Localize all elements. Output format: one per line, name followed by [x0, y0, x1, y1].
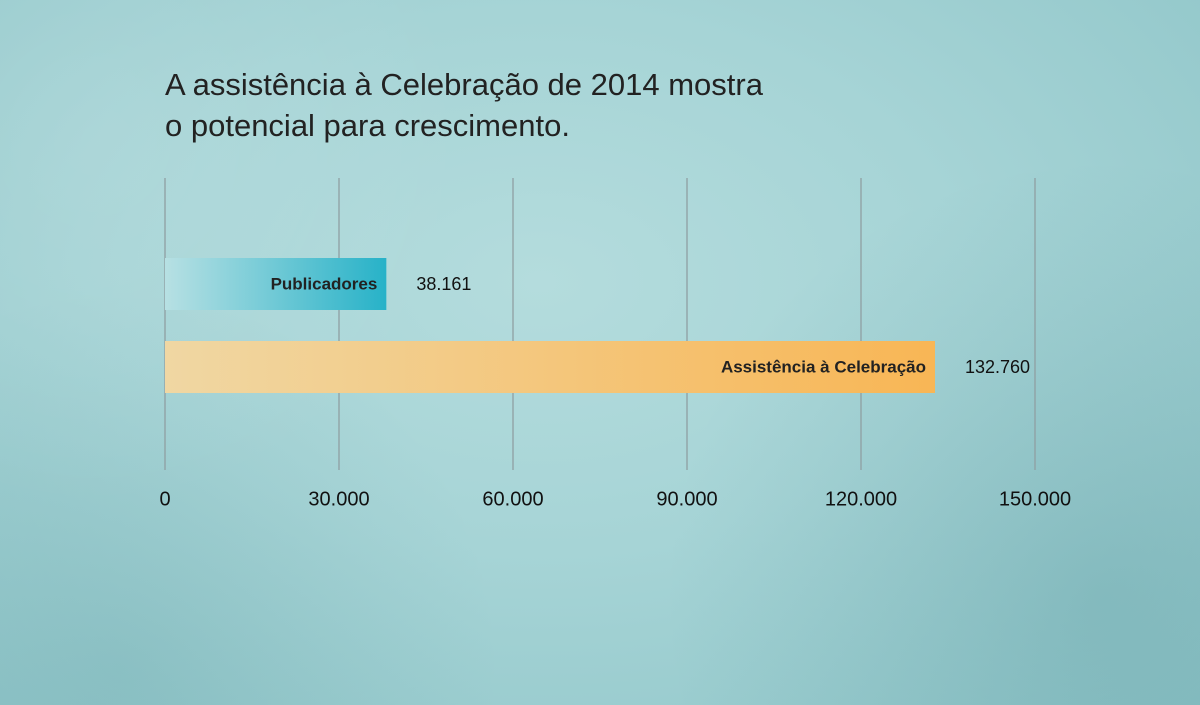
bar-value-label: 132.760	[965, 357, 1030, 377]
tick-labels: 0 30.000 60.000 90.000 120.000 150.000	[159, 488, 1071, 510]
x-tick-label: 120.000	[825, 488, 897, 510]
gridlines	[164, 178, 1036, 470]
x-tick-label: 90.000	[656, 488, 717, 510]
bar-publicadores	[165, 258, 387, 310]
x-tick-label: 150.000	[999, 488, 1071, 510]
title-line-2: o potencial para crescimento.	[165, 108, 570, 143]
chart-title: A assistência à Celebração de 2014 mostr…	[165, 64, 925, 146]
bar-category-label: Publicadores	[271, 274, 378, 293]
bar-category-label: Assistência à Celebração	[721, 357, 926, 376]
bar-value-label: 38.161	[416, 274, 471, 294]
x-tick-label: 30.000	[308, 488, 369, 510]
x-tick-label: 60.000	[482, 488, 543, 510]
title-line-1: A assistência à Celebração de 2014 mostr…	[165, 67, 763, 102]
bars: Publicadores 38.161 Assistência à Celebraç…	[165, 258, 1030, 393]
bar-assistencia	[165, 341, 936, 393]
x-tick-label: 0	[159, 488, 170, 510]
